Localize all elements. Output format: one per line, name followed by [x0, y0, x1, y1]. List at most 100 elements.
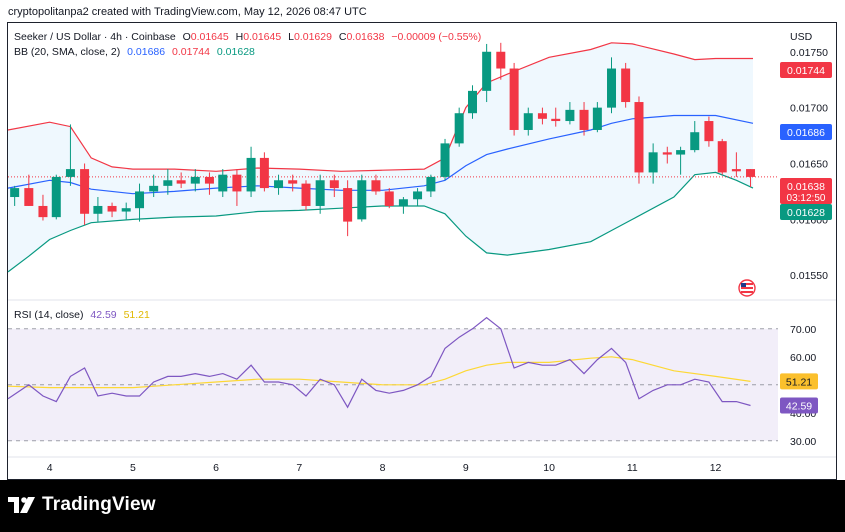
brand-name: TradingView	[42, 494, 156, 515]
candle	[579, 102, 589, 136]
candle-body	[80, 169, 90, 214]
rsi-tag-box	[780, 373, 818, 390]
candle-body	[413, 191, 423, 200]
candle	[135, 183, 145, 222]
candle	[259, 152, 269, 192]
rsi-value-tag: 42.59	[780, 397, 818, 414]
candle-body	[607, 68, 617, 108]
header-bar: cryptopolitanpa2 created with TradingVie…	[0, 0, 845, 22]
candle-body	[51, 176, 61, 218]
candle	[38, 194, 48, 221]
us-flag-icon	[738, 279, 756, 297]
candle	[551, 107, 561, 127]
candle	[704, 116, 714, 147]
candle	[107, 202, 117, 218]
candle	[274, 174, 284, 195]
candle-body	[690, 132, 700, 151]
candle	[163, 169, 173, 195]
rsi-value: 42.59	[90, 309, 117, 321]
candle	[592, 102, 602, 133]
symbol-title[interactable]: Seeker / US Dollar · 4h · Coinbase	[14, 31, 176, 43]
tradingview-logo-icon	[8, 497, 35, 513]
candle-body	[10, 188, 20, 198]
candle	[93, 197, 103, 222]
candle	[343, 180, 353, 237]
price-tag: 0.01686	[780, 124, 832, 140]
candle	[288, 174, 298, 192]
candle-body	[717, 141, 727, 173]
candle	[426, 174, 436, 198]
candle	[537, 107, 547, 125]
rsi-tick-label: 60.00	[790, 352, 816, 364]
candle-body	[357, 180, 367, 220]
candle	[301, 180, 311, 211]
candle-body	[704, 121, 714, 142]
rsi-ma-value: 51.21	[123, 309, 150, 321]
time-tick-label: 7	[296, 462, 302, 474]
candle-body	[65, 169, 75, 177]
candle	[398, 197, 408, 214]
candle	[523, 107, 533, 136]
candle	[121, 202, 131, 220]
candle-body	[107, 205, 117, 212]
candle	[218, 169, 228, 198]
candle	[731, 152, 741, 177]
candle-body	[621, 68, 631, 103]
countdown-label: 03:12:50	[787, 193, 826, 204]
time-tick-label: 6	[213, 462, 219, 474]
candle	[676, 146, 686, 175]
candle-body	[592, 107, 602, 130]
candle	[149, 174, 159, 198]
candle-body	[467, 90, 477, 114]
candle	[315, 174, 325, 214]
price-tag-label: 0.01628	[787, 207, 825, 219]
bb-upper-line	[7, 42, 753, 172]
rsi-tag-box	[780, 397, 818, 414]
symbol-legend: Seeker / US Dollar · 4h · Coinbase O0.01…	[14, 31, 485, 43]
bb-title[interactable]: BB (20, SMA, close, 2)	[14, 46, 121, 58]
tradingview-logo: TradingView	[8, 494, 156, 516]
price-tick-label: 0.01650	[790, 159, 828, 171]
chart-panel[interactable]	[7, 22, 837, 480]
candle	[65, 124, 75, 186]
currency-label[interactable]: USD	[790, 31, 813, 43]
time-tick-label: 11	[627, 462, 638, 474]
candle-body	[274, 180, 284, 189]
candle	[357, 174, 367, 222]
time-tick-label: 9	[463, 462, 469, 474]
bb-lower-value: 0.01628	[216, 46, 255, 58]
candle	[329, 174, 339, 198]
candle	[413, 188, 423, 206]
candle	[746, 169, 756, 187]
candle	[690, 121, 700, 153]
candle	[634, 96, 644, 184]
candle-body	[523, 113, 533, 130]
rsi-tick-label: 70.00	[790, 324, 816, 336]
rsi-title[interactable]: RSI (14, close)	[14, 309, 84, 321]
candle-body	[288, 180, 298, 184]
time-tick-label: 12	[710, 462, 722, 474]
candle	[621, 62, 631, 108]
candle	[176, 172, 186, 189]
candle-body	[371, 180, 381, 192]
candle-body	[482, 51, 492, 91]
ohlc-low: L0.01629	[288, 31, 332, 43]
candle-body	[38, 205, 48, 218]
candle-body	[204, 176, 214, 184]
candle	[482, 43, 492, 103]
price-tag-label: 0.01638	[787, 181, 825, 193]
price-change: −0.00009 (−0.55%)	[391, 31, 482, 43]
candle	[496, 42, 506, 80]
candle	[190, 169, 200, 192]
candle-body	[121, 208, 131, 212]
candle	[384, 188, 394, 209]
time-tick-label: 8	[380, 462, 386, 474]
ohlc-high: H0.01645	[235, 31, 282, 43]
rsi-tag-label: 42.59	[786, 401, 812, 413]
candle-body	[662, 152, 672, 155]
candle-body	[176, 180, 186, 184]
candle-body	[149, 185, 159, 192]
candle	[509, 62, 519, 136]
